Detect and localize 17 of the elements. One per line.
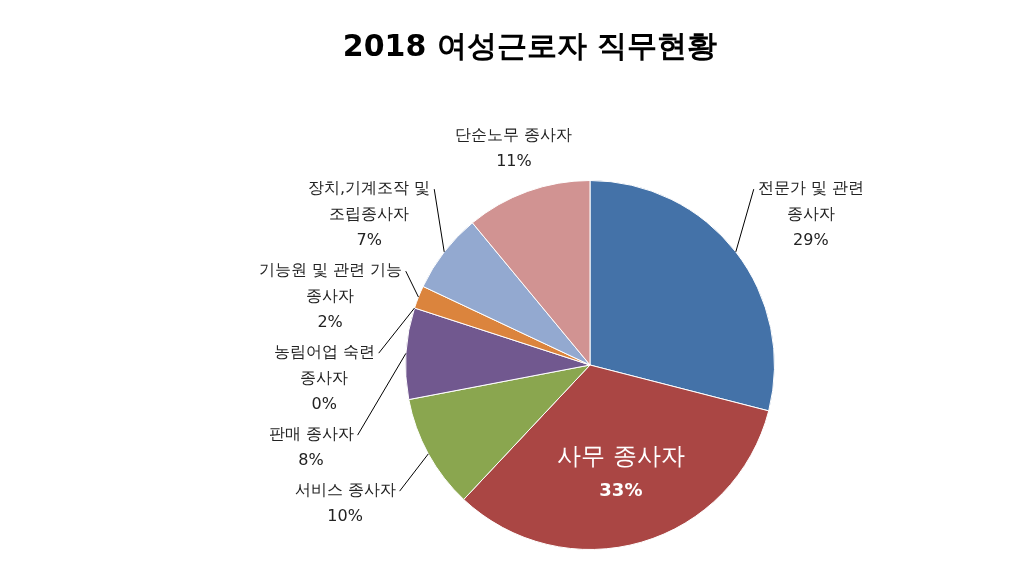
category-label: 농림어업 숙련 종사자	[273, 342, 375, 388]
data-label: 8%	[298, 450, 324, 470]
data-label: 2%	[317, 312, 343, 332]
data-label: 11%	[496, 151, 532, 171]
slice-label: 전문가 및 관련 종사자	[757, 178, 864, 224]
slice-label: 서비스 종사자	[294, 480, 396, 500]
slice-label: 사무 종사자	[557, 441, 685, 470]
chart-title: 2018 여성근로자 직무현황	[342, 27, 718, 63]
slice-label: 기능원 및 관련 기능 종사자	[258, 260, 402, 306]
data-label: 7%	[356, 230, 382, 250]
slice-label: 단순노무 종사자	[455, 125, 573, 145]
text: 0%	[311, 394, 337, 414]
slice-label: 장치,기계조작 및 조립종사자	[308, 178, 431, 224]
slice-label: 판매 종사자	[268, 424, 354, 444]
data-label: 10%	[327, 506, 363, 526]
data-label: 29%	[793, 230, 829, 250]
data-label: 33%	[599, 478, 643, 500]
